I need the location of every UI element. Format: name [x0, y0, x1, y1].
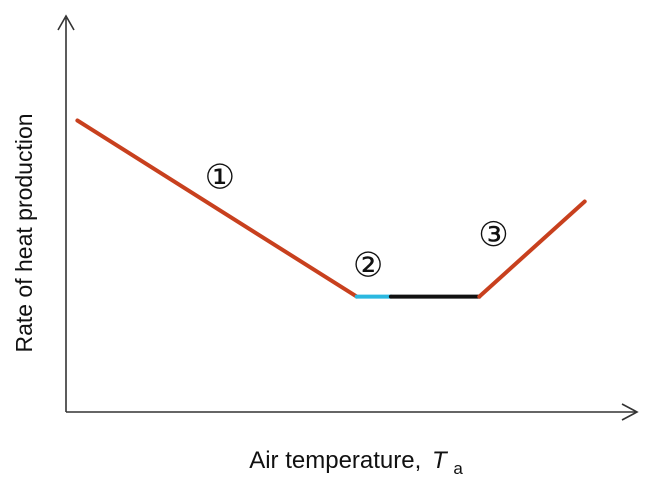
- y-axis-arrow-icon: [57, 14, 75, 31]
- series-segment-4: [477, 199, 587, 299]
- region-label-2: ②: [353, 245, 383, 285]
- region-label-1: ①: [205, 158, 235, 198]
- series-group: [75, 118, 587, 299]
- region-labels-group: ① ② ③: [205, 158, 509, 286]
- x-axis-label-text: Air temperature,: [249, 447, 421, 474]
- series-segment-1: [75, 118, 359, 299]
- x-axis-label: Air temperature, T a: [249, 447, 463, 478]
- x-axis-label-subscript: a: [453, 459, 463, 478]
- region-label-3: ③: [478, 215, 508, 255]
- x-axis-arrow-icon: [621, 403, 639, 421]
- x-axis-label-symbol: T: [432, 447, 449, 474]
- y-axis-label: Rate of heat production: [11, 113, 37, 352]
- axes: [57, 14, 639, 421]
